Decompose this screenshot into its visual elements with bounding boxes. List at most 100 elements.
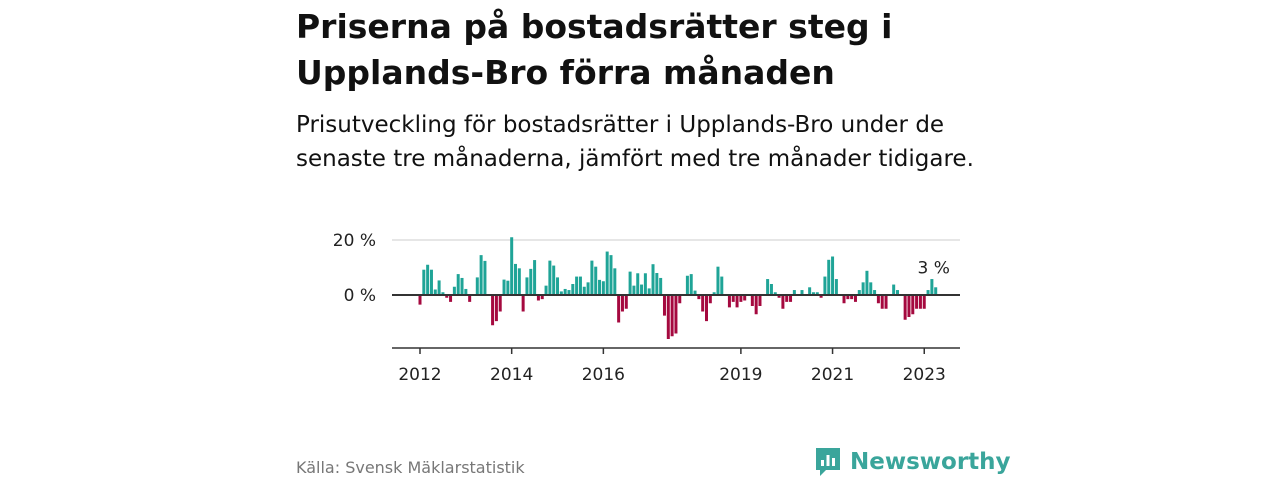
bar-positive (865, 270, 869, 295)
bar-positive (594, 266, 598, 295)
bar-positive (892, 284, 896, 295)
bar-negative (670, 295, 674, 337)
bar-positive (575, 276, 579, 295)
bar-negative (785, 295, 789, 302)
bar-negative (662, 295, 666, 316)
bar-positive (433, 289, 437, 295)
bar-negative (521, 295, 525, 312)
y-tick-label: 0 % (344, 286, 376, 306)
bar-negative (819, 295, 823, 298)
bar-positive (632, 285, 636, 295)
bar-positive (556, 277, 560, 295)
bar-positive (590, 260, 594, 295)
x-tick-label: 2023 (903, 365, 946, 385)
bar-positive (563, 288, 567, 295)
bar-negative (498, 295, 502, 312)
bar-negative (705, 295, 708, 322)
bar-positive (800, 290, 804, 295)
bar-positive (926, 290, 930, 295)
x-tick-label: 2021 (811, 365, 854, 385)
newsworthy-logo[interactable]: Newsworthy (814, 446, 1011, 478)
bar-negative (445, 295, 449, 298)
bar-negative (750, 295, 754, 306)
bar-positive (651, 264, 655, 295)
bar-negative (739, 295, 743, 302)
bar-negative (491, 295, 495, 326)
bar-positive (601, 281, 605, 295)
bar-negative (918, 295, 922, 309)
bar-negative (727, 295, 731, 308)
x-tick-label: 2019 (719, 365, 762, 385)
bar-positive (422, 269, 426, 295)
bar-positive (716, 266, 720, 295)
bar-negative (842, 295, 846, 304)
bar-positive (552, 265, 556, 295)
bar-positive (567, 290, 571, 295)
bar-positive (533, 260, 537, 295)
bar-positive (823, 276, 827, 295)
bar-negative (494, 295, 498, 322)
bar-positive (571, 284, 575, 295)
bar-positive (811, 292, 815, 295)
bar-negative (903, 295, 907, 320)
bar-negative (468, 295, 472, 302)
bar-positive (628, 271, 632, 295)
bar-negative (731, 295, 735, 302)
bar-positive (506, 280, 510, 295)
bar-negative (922, 295, 926, 309)
bar-positive (869, 282, 873, 295)
bar-negative (907, 295, 911, 317)
bar-positive (640, 284, 644, 295)
bar-negative (876, 295, 880, 304)
bar-negative (850, 295, 854, 300)
bar-positive (460, 277, 464, 295)
bar-negative (846, 295, 850, 300)
bar-positive (693, 290, 697, 295)
bar-chart-speech-bubble-icon (816, 448, 840, 476)
bar-positive (689, 274, 693, 295)
bar-negative (449, 295, 453, 302)
last-value-label: 3 % (918, 258, 950, 278)
bar-positive (808, 287, 812, 295)
bar-positive (598, 279, 602, 295)
bar-positive (525, 277, 529, 295)
bar-positive (544, 285, 548, 295)
logo-text: Newsworthy (850, 449, 1011, 475)
bar-positive (464, 288, 468, 295)
bar-negative (536, 295, 540, 301)
bar-negative (754, 295, 758, 315)
bar-positive (792, 290, 796, 295)
bar-positive (586, 282, 590, 295)
bar-negative (781, 295, 785, 309)
bar-negative (735, 295, 739, 308)
bar-negative (853, 295, 857, 302)
bar-positive (655, 273, 659, 295)
bar-positive (712, 292, 716, 295)
bar-negative (624, 295, 628, 309)
bar-positive (834, 279, 838, 295)
x-tick-label: 2014 (490, 365, 533, 385)
bar-negative (666, 295, 670, 339)
bar-positive (483, 260, 487, 295)
bar-positive (456, 274, 460, 295)
bar-positive (873, 290, 877, 295)
bar-positive (857, 290, 861, 295)
bar-positive (636, 273, 640, 295)
bar-positive (529, 268, 533, 295)
bar-positive (613, 268, 617, 295)
bar-positive (769, 284, 773, 295)
bar-positive (831, 256, 835, 295)
bar-negative (697, 295, 701, 300)
bar-positive (475, 277, 479, 295)
y-tick-label: 20 % (333, 231, 376, 251)
bar-positive (578, 276, 582, 295)
bar-negative (911, 295, 915, 315)
bar-positive (502, 279, 506, 295)
bar-positive (426, 264, 430, 295)
bar-positive (510, 237, 514, 295)
bar-positive (437, 280, 441, 295)
bar-positive (896, 290, 899, 295)
bar-negative (418, 295, 422, 305)
bar-positive (934, 287, 938, 295)
